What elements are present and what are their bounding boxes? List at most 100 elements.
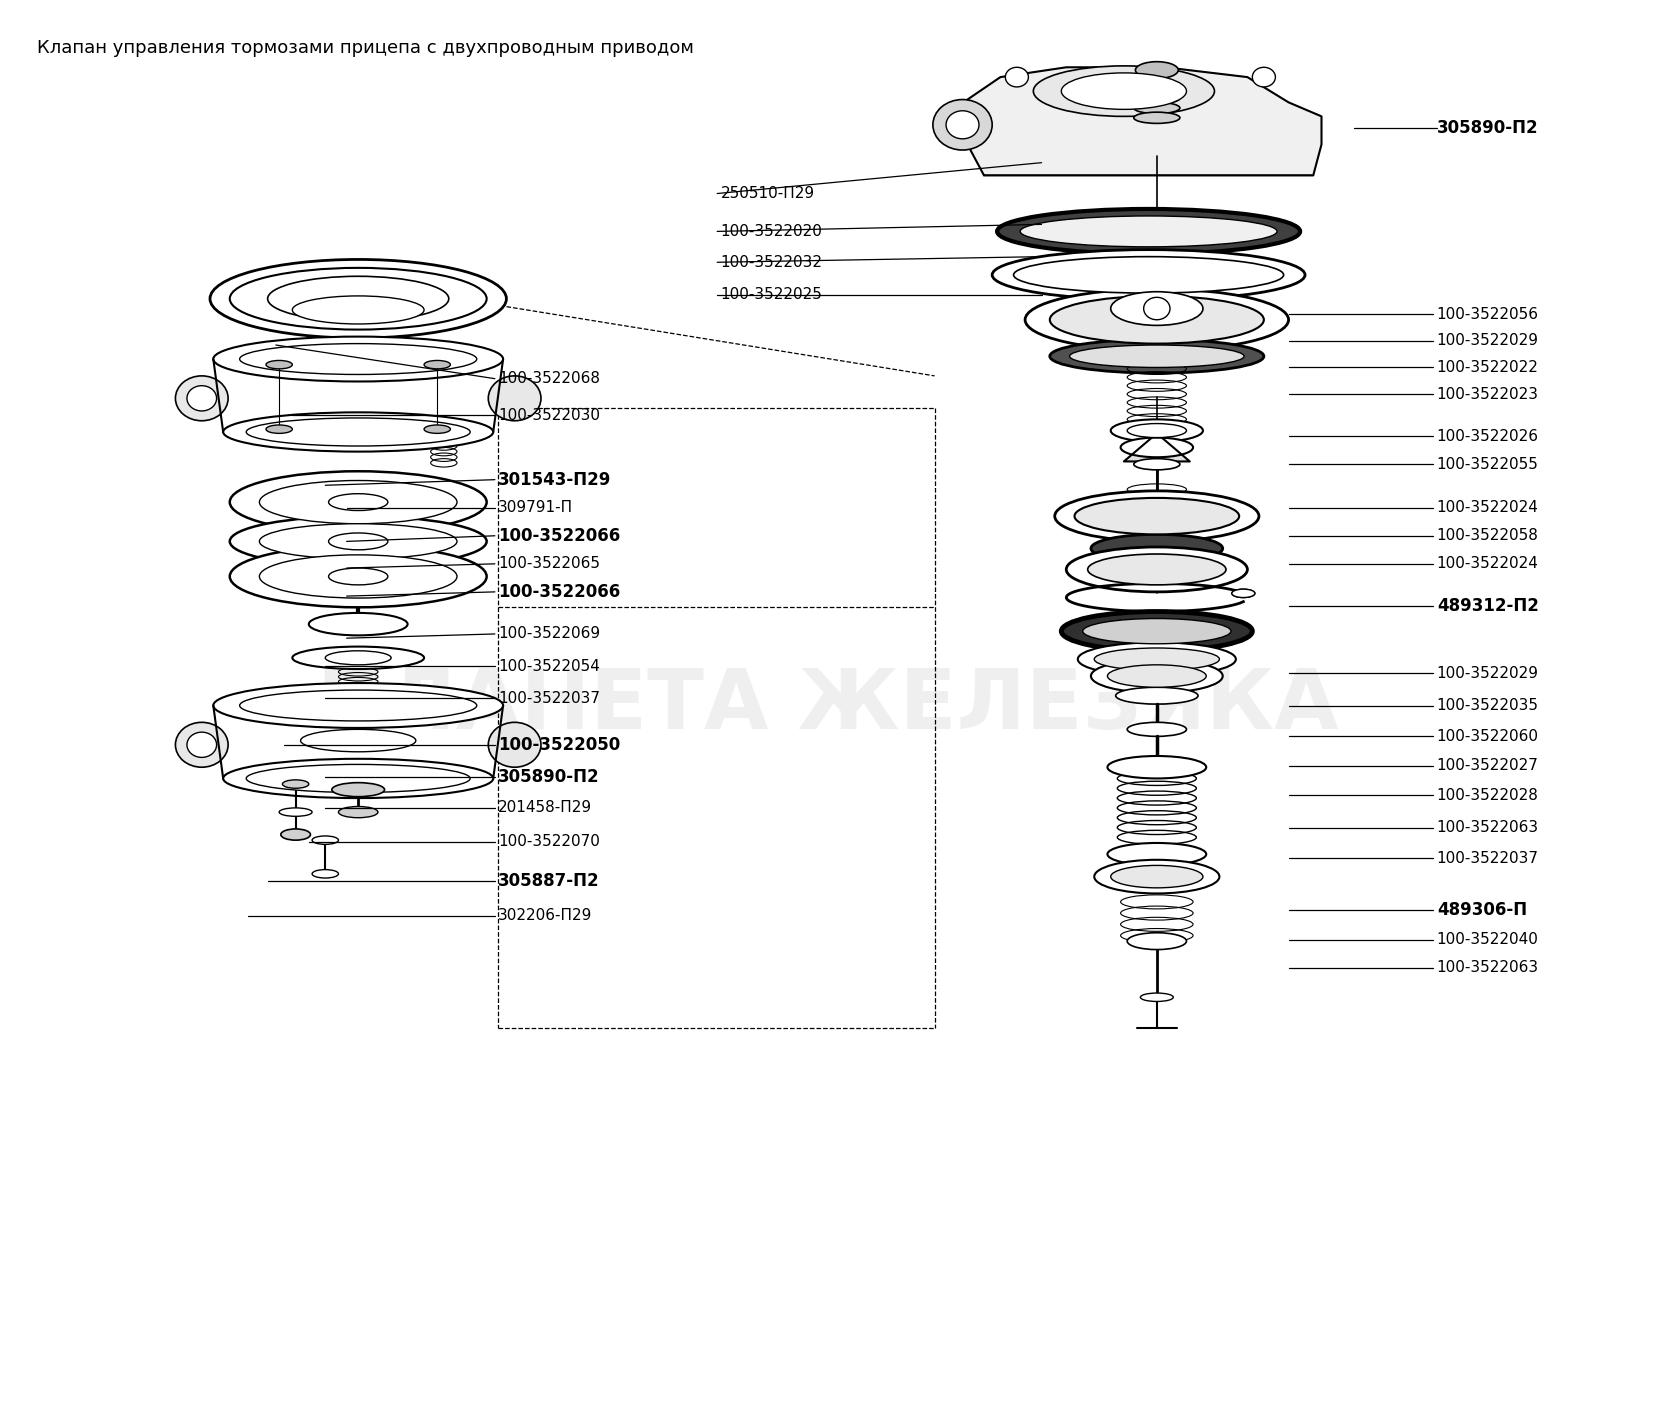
Ellipse shape xyxy=(1111,419,1203,442)
Ellipse shape xyxy=(210,260,506,339)
Ellipse shape xyxy=(260,523,457,559)
Ellipse shape xyxy=(1107,842,1206,865)
Ellipse shape xyxy=(281,828,311,840)
Circle shape xyxy=(1005,68,1028,87)
Ellipse shape xyxy=(1061,611,1253,650)
Text: 301543-П29: 301543-П29 xyxy=(498,471,612,488)
Text: 489306-П: 489306-П xyxy=(1437,902,1528,920)
Text: 100-3522020: 100-3522020 xyxy=(720,224,823,238)
Ellipse shape xyxy=(424,425,450,433)
Text: 100-3522032: 100-3522032 xyxy=(720,255,823,270)
Circle shape xyxy=(175,722,228,768)
Text: 100-3522068: 100-3522068 xyxy=(498,371,601,387)
Ellipse shape xyxy=(424,360,450,368)
Ellipse shape xyxy=(268,277,449,322)
Text: 100-3522066: 100-3522066 xyxy=(498,526,621,545)
Ellipse shape xyxy=(293,296,424,325)
Text: 100-3522070: 100-3522070 xyxy=(498,834,601,849)
Text: 100-3522050: 100-3522050 xyxy=(498,735,621,753)
Text: Клапан управления тормозами прицепа с двухпроводным приводом: Клапан управления тормозами прицепа с дв… xyxy=(36,40,693,58)
Ellipse shape xyxy=(1231,590,1254,597)
Ellipse shape xyxy=(266,425,293,433)
Ellipse shape xyxy=(1111,292,1203,326)
Text: 489312-П2: 489312-П2 xyxy=(1437,597,1539,615)
Text: 100-3522025: 100-3522025 xyxy=(720,286,823,302)
Text: 100-3522029: 100-3522029 xyxy=(1437,333,1539,349)
Ellipse shape xyxy=(1024,289,1289,350)
Ellipse shape xyxy=(1134,93,1180,104)
Ellipse shape xyxy=(223,759,493,799)
Ellipse shape xyxy=(1135,62,1178,79)
Text: 100-3522040: 100-3522040 xyxy=(1437,933,1539,947)
Ellipse shape xyxy=(283,780,309,789)
Text: 100-3522065: 100-3522065 xyxy=(498,556,601,571)
Text: 100-3522060: 100-3522060 xyxy=(1437,729,1539,744)
Ellipse shape xyxy=(1140,993,1173,1002)
Ellipse shape xyxy=(1091,659,1223,693)
Text: ПЛАНЕТА ЖЕЛЕЗЯКА: ПЛАНЕТА ЖЕЛЕЗЯКА xyxy=(316,665,1339,746)
Ellipse shape xyxy=(293,646,424,669)
Ellipse shape xyxy=(1127,933,1187,950)
Ellipse shape xyxy=(1231,590,1254,597)
Ellipse shape xyxy=(1134,111,1180,123)
Ellipse shape xyxy=(1019,216,1278,247)
Circle shape xyxy=(1253,68,1276,87)
Ellipse shape xyxy=(260,481,457,523)
Ellipse shape xyxy=(247,418,470,446)
Ellipse shape xyxy=(1061,73,1187,110)
Text: 100-3522058: 100-3522058 xyxy=(1437,528,1539,543)
Ellipse shape xyxy=(1074,498,1240,535)
Ellipse shape xyxy=(1066,547,1248,591)
Text: 100-3522029: 100-3522029 xyxy=(1437,666,1539,680)
Text: 302206-П29: 302206-П29 xyxy=(498,909,592,923)
Ellipse shape xyxy=(1115,687,1198,704)
Text: 305887-П2: 305887-П2 xyxy=(498,872,599,890)
Ellipse shape xyxy=(1134,759,1180,770)
Ellipse shape xyxy=(240,344,477,374)
Ellipse shape xyxy=(1111,865,1203,888)
Ellipse shape xyxy=(1127,423,1187,437)
Text: 100-3522030: 100-3522030 xyxy=(498,408,601,423)
Circle shape xyxy=(488,375,541,420)
Text: 309791-П: 309791-П xyxy=(498,501,573,515)
Text: 100-3522054: 100-3522054 xyxy=(498,659,601,673)
Text: 100-3522063: 100-3522063 xyxy=(1437,961,1539,975)
Ellipse shape xyxy=(333,783,384,797)
Ellipse shape xyxy=(309,612,407,635)
Ellipse shape xyxy=(1049,296,1264,344)
Circle shape xyxy=(947,111,980,138)
Circle shape xyxy=(175,375,228,420)
Text: 100-3522023: 100-3522023 xyxy=(1437,387,1539,402)
Ellipse shape xyxy=(230,268,487,330)
Text: 100-3522026: 100-3522026 xyxy=(1437,429,1539,443)
Ellipse shape xyxy=(1094,648,1220,670)
Text: 305890-П2: 305890-П2 xyxy=(1437,119,1539,137)
Text: 100-3522069: 100-3522069 xyxy=(498,626,601,642)
Text: 201458-П29: 201458-П29 xyxy=(498,800,592,816)
Text: 100-3522037: 100-3522037 xyxy=(1437,851,1539,866)
Ellipse shape xyxy=(991,250,1306,301)
Text: 250510-П29: 250510-П29 xyxy=(720,186,814,200)
Circle shape xyxy=(187,385,217,411)
Text: 100-3522024: 100-3522024 xyxy=(1437,501,1539,515)
Ellipse shape xyxy=(1049,340,1264,373)
Ellipse shape xyxy=(1033,66,1215,116)
Ellipse shape xyxy=(313,835,338,844)
Ellipse shape xyxy=(329,533,387,550)
Ellipse shape xyxy=(1107,756,1206,779)
Ellipse shape xyxy=(1094,859,1220,893)
Text: 305890-П2: 305890-П2 xyxy=(498,768,599,786)
Ellipse shape xyxy=(240,690,477,721)
Ellipse shape xyxy=(260,555,457,598)
Polygon shape xyxy=(1124,433,1190,461)
Ellipse shape xyxy=(1091,535,1223,563)
Ellipse shape xyxy=(1054,491,1259,542)
Circle shape xyxy=(933,100,991,150)
Ellipse shape xyxy=(301,729,415,752)
Ellipse shape xyxy=(230,516,487,567)
Ellipse shape xyxy=(313,869,338,878)
Polygon shape xyxy=(968,68,1321,175)
Text: 100-3522022: 100-3522022 xyxy=(1437,360,1539,375)
Text: 100-3522055: 100-3522055 xyxy=(1437,457,1539,471)
Ellipse shape xyxy=(1134,459,1180,470)
